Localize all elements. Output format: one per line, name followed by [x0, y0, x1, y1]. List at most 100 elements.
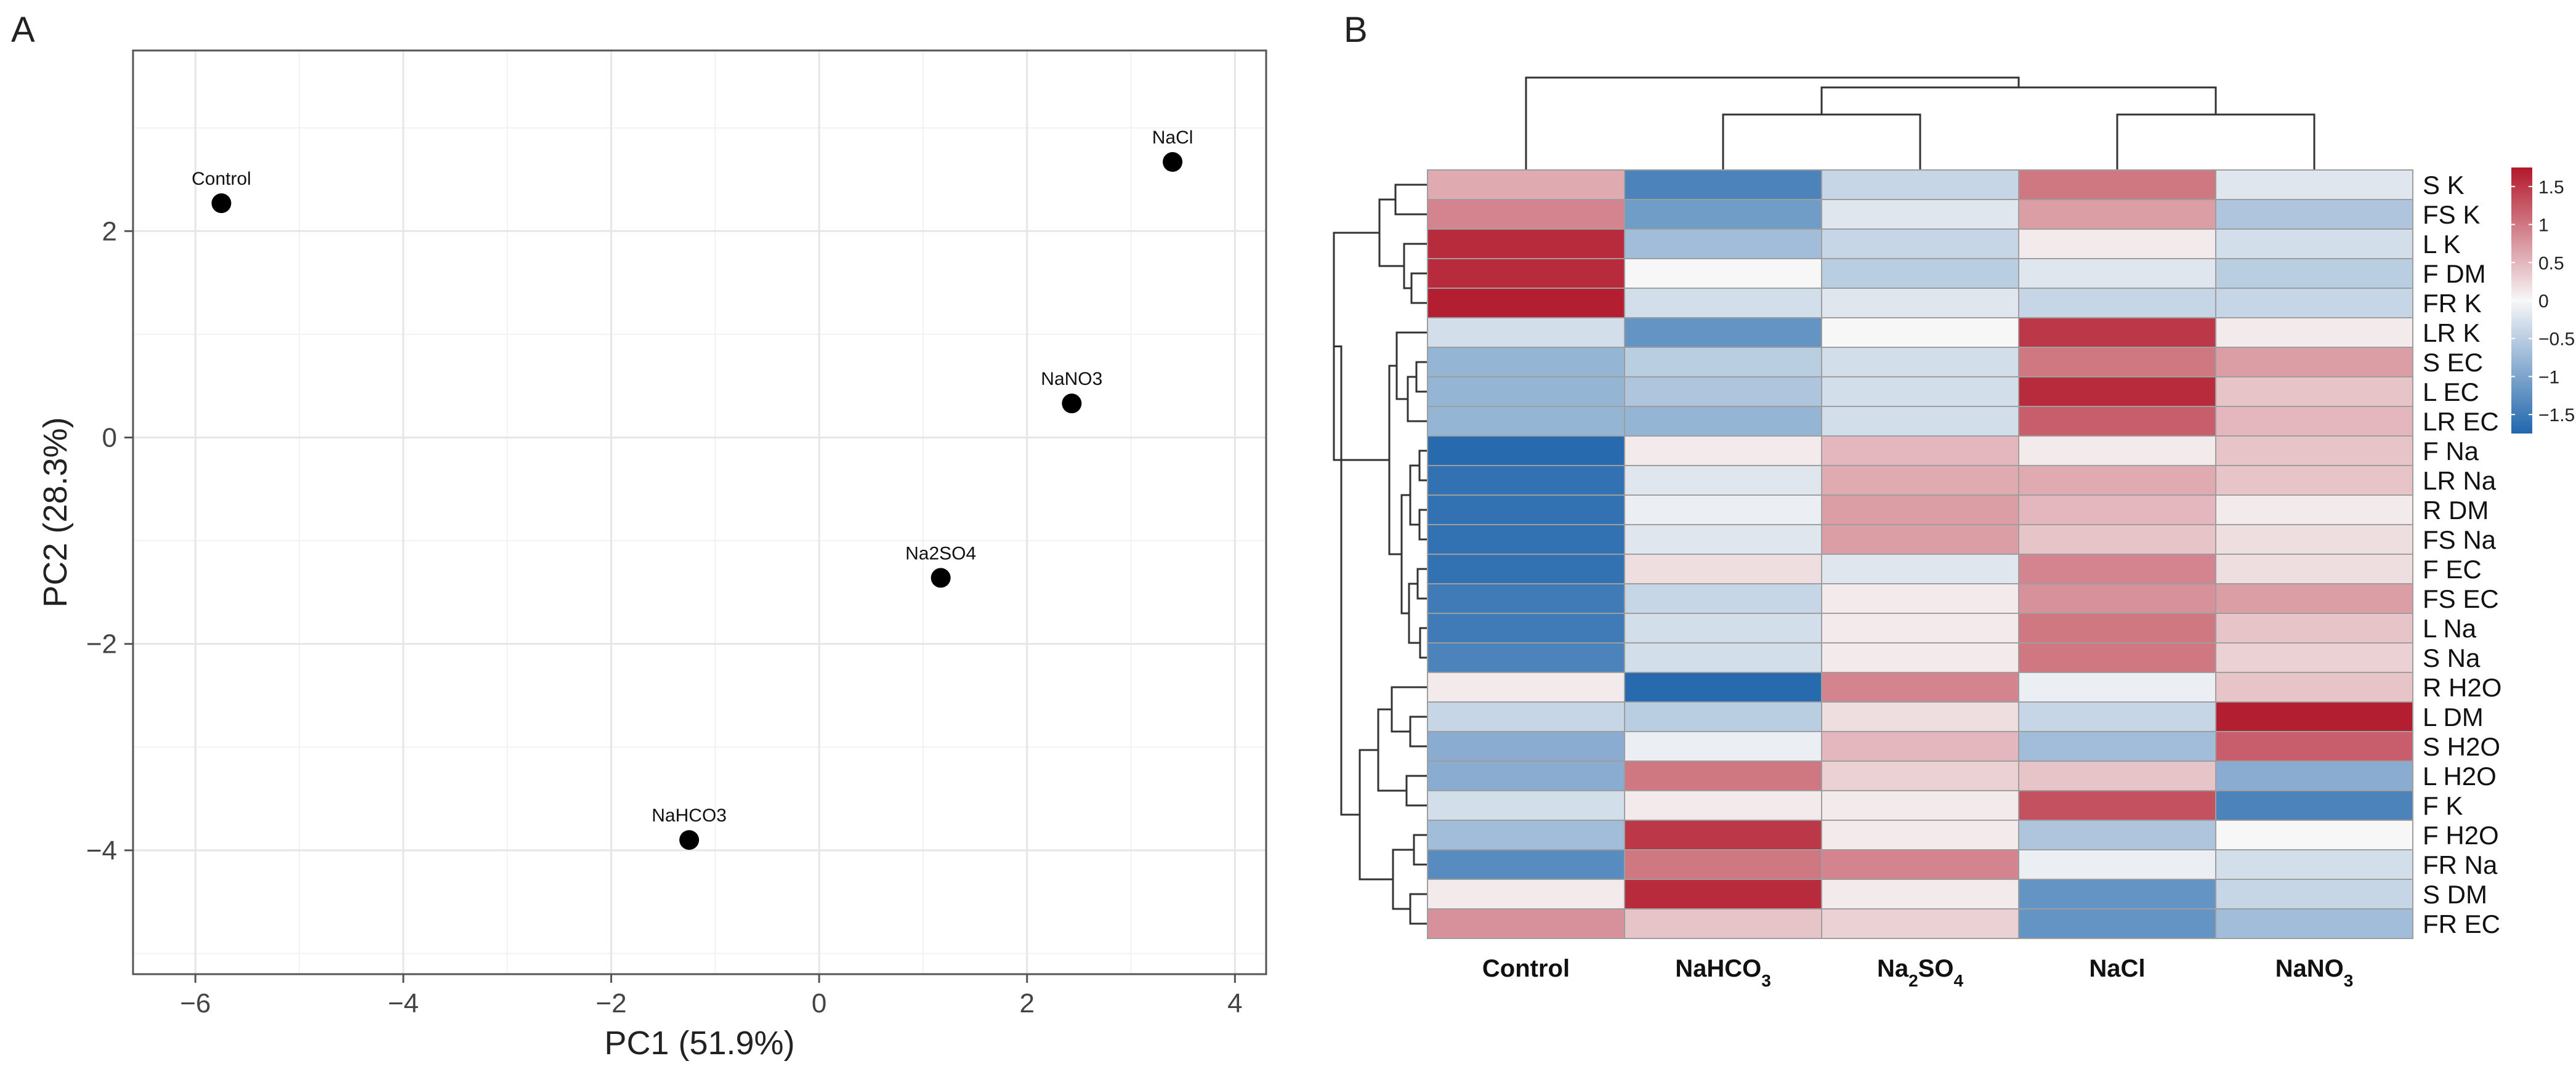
heatmap-cell [1427, 583, 1625, 614]
heatmap-row-label: L H2O [2423, 762, 2497, 791]
pca-point-label: Control [192, 169, 251, 189]
x-tick-label: 2 [1020, 988, 1035, 1019]
heatmap-cell [1427, 288, 1625, 318]
heatmap-cell [2018, 524, 2216, 555]
pca-axis-ticks: −6 −4 −2 0 2 4 −4 −2 0 2 [86, 216, 1243, 1019]
heatmap-cell [1624, 317, 1822, 348]
heatmap-cell [2215, 879, 2413, 910]
heatmap-cell [1821, 258, 2019, 289]
heatmap-row-label: L Na [2423, 614, 2477, 643]
heatmap-column-label: Na2SO4 [1877, 955, 1964, 990]
heatmap-row-label: L EC [2423, 377, 2479, 406]
heatmap-cell [1821, 642, 2019, 673]
y-tick-label: −2 [86, 629, 117, 660]
heatmap-cell [2018, 672, 2216, 703]
pca-point [931, 568, 951, 588]
pca-point-label: Na2SO4 [905, 543, 976, 563]
heatmap-cell [1821, 317, 2019, 348]
pca-point-label: NaNO3 [1041, 369, 1102, 389]
column-dendrogram [1525, 76, 2316, 170]
heatmap-row-label: R DM [2423, 496, 2489, 525]
heatmap-cell [1427, 849, 1625, 880]
heatmap-cell [2215, 613, 2413, 643]
heatmap-cell [1821, 169, 2019, 200]
heatmap-row-label: S EC [2423, 348, 2483, 377]
heatmap-cell [2018, 317, 2216, 348]
heatmap-row-label: F Na [2423, 437, 2479, 466]
y-tick-label: −4 [86, 836, 117, 866]
heatmap-cell [2215, 524, 2413, 555]
heatmap-column-label: NaNO3 [2275, 955, 2354, 990]
heatmap-cell [2215, 642, 2413, 673]
heatmap-cell [2018, 908, 2216, 939]
pca-point [1062, 393, 1082, 414]
heatmap-cell [2215, 790, 2413, 821]
heatmap-column-label: NaCl [2089, 955, 2145, 982]
heatmap-cell [1427, 613, 1625, 643]
heatmap-cell [2018, 199, 2216, 230]
heatmap-row-label: FR Na [2423, 850, 2498, 879]
pca-point-label: NaHCO3 [652, 805, 727, 826]
heatmap-cell [1427, 908, 1625, 939]
heatmap-cell [2018, 820, 2216, 850]
pca-x-axis-label: PC1 (51.9%) [604, 1025, 794, 1062]
row-dendrogram-branch [1418, 509, 1427, 541]
row-dendrogram-branch [1415, 361, 1427, 393]
heatmap-cell [1821, 524, 2019, 555]
row-dendrogram-branch [1395, 331, 1427, 400]
heatmap-cell [1427, 317, 1625, 348]
heatmap-row-label: L K [2423, 230, 2460, 259]
heatmap-cell [1624, 524, 1822, 555]
heatmap-cell [2215, 465, 2413, 496]
heatmap-row-label: FR EC [2423, 910, 2500, 938]
heatmap-row-label: LR K [2423, 318, 2480, 347]
heatmap-cell [1821, 613, 2019, 643]
heatmap-cell [1624, 228, 1822, 259]
heatmap-row-label: F DM [2423, 259, 2486, 288]
heatmap-cell [2215, 317, 2413, 348]
heatmap-cell [1821, 376, 2019, 407]
heatmap-cell [1427, 228, 1625, 259]
heatmap-cell [1624, 376, 1822, 407]
y-tick-label: 0 [102, 422, 117, 453]
heatmap-row-label: LR Na [2423, 466, 2497, 495]
heatmap-cell [1624, 494, 1822, 525]
heatmap-cell [2215, 288, 2413, 318]
heatmap-cell [1624, 554, 1822, 584]
heatmap-cell [2215, 820, 2413, 850]
heatmap-cell [2018, 228, 2216, 259]
heatmap-cell [1624, 465, 1822, 496]
legend-tick-label: 0.5 [2538, 253, 2564, 273]
heatmap-cell [1624, 731, 1822, 762]
pca-point [1163, 152, 1183, 172]
row-dendrogram-branch [1394, 184, 1427, 216]
legend-tick-label: −1.5 [2538, 405, 2575, 426]
heatmap-cell [1427, 672, 1625, 703]
heatmap-cell [1821, 879, 2019, 910]
heatmap-row-label: FS Na [2423, 525, 2497, 554]
heatmap-cell [2215, 849, 2413, 880]
heatmap-cell [1624, 199, 1822, 230]
heatmap-cell [1427, 199, 1625, 230]
heatmap-cell [1624, 583, 1822, 614]
heatmap-cell [2215, 672, 2413, 703]
heatmap-cell [1821, 406, 2019, 437]
heatmap-row-label: S H2O [2423, 732, 2500, 761]
pca-grid [133, 50, 1266, 974]
heatmap-row-label: LR EC [2423, 407, 2499, 436]
heatmap-cell [1821, 494, 2019, 525]
panel-label-a: A [11, 10, 35, 50]
heatmap-cell [1821, 731, 2019, 762]
row-dendrogram-branch [1407, 376, 1427, 422]
pca-point [211, 193, 232, 214]
heatmap-row-label: FS EC [2423, 584, 2499, 613]
heatmap-cell [1624, 820, 1822, 850]
heatmap-cell [2018, 790, 2216, 821]
heatmap-cell [2018, 642, 2216, 673]
heatmap-cell [1821, 228, 2019, 259]
heatmap-cell [2018, 731, 2216, 762]
heatmap-cell [1624, 701, 1822, 732]
row-dendrogram-branch [1409, 893, 1427, 925]
column-dendrogram-branch [1722, 113, 1921, 170]
